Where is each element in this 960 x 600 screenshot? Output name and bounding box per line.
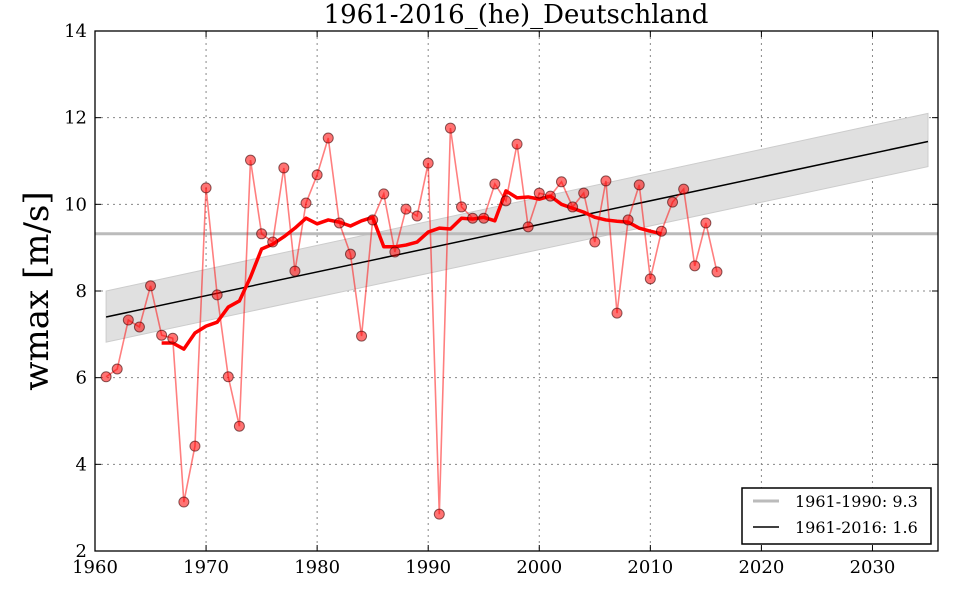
y-tick-label: 4 <box>76 454 87 475</box>
data-point <box>333 217 345 229</box>
data-point <box>311 169 323 181</box>
data-point <box>533 187 545 199</box>
data-point <box>555 176 567 188</box>
data-point <box>644 273 656 285</box>
data-point <box>511 138 523 150</box>
data-point <box>700 217 712 229</box>
data-point <box>589 236 601 248</box>
trend-confidence-band <box>105 112 929 343</box>
legend-label-trend: 1961-2016: 1.6 <box>795 518 918 537</box>
data-point <box>145 280 157 292</box>
y-tick-label: 2 <box>76 541 87 562</box>
x-tick-label: 2030 <box>850 557 896 578</box>
data-point <box>600 175 612 187</box>
data-point <box>111 363 123 375</box>
data-point <box>711 266 723 278</box>
data-point <box>633 179 645 191</box>
x-tick-label: 1960 <box>72 557 118 578</box>
data-point <box>500 195 512 207</box>
data-point <box>211 289 223 301</box>
data-point <box>433 508 445 520</box>
data-point <box>544 190 556 202</box>
data-point <box>189 440 201 452</box>
y-tick-label: 10 <box>64 194 87 215</box>
data-point <box>133 321 145 333</box>
x-tick-label: 2000 <box>516 557 562 578</box>
data-point <box>278 162 290 174</box>
legend-label-mean: 1961-1990: 9.3 <box>795 492 918 511</box>
data-point <box>478 212 490 224</box>
data-point <box>578 187 590 199</box>
x-tick-label: 2010 <box>627 557 673 578</box>
data-point <box>367 214 379 226</box>
x-tick-label: 1990 <box>405 557 451 578</box>
data-point <box>256 228 268 240</box>
data-point <box>567 201 579 213</box>
y-axis-label: wmax [m/s] <box>17 191 57 390</box>
moving-average-line <box>161 189 662 351</box>
y-tick-label: 12 <box>64 108 87 129</box>
x-tick-label: 1970 <box>183 557 229 578</box>
data-point <box>233 420 245 432</box>
data-point <box>200 182 212 194</box>
data-point <box>622 214 634 226</box>
data-point <box>467 212 479 224</box>
data-point <box>267 236 279 248</box>
data-point <box>378 188 390 200</box>
data-point <box>100 371 112 383</box>
data-point <box>489 178 501 190</box>
data-point <box>689 260 701 272</box>
data-point <box>678 183 690 195</box>
data-point <box>322 132 334 144</box>
data-point <box>156 329 168 341</box>
data-point <box>178 496 190 508</box>
data-point <box>300 197 312 209</box>
data-point <box>611 307 623 319</box>
grid <box>95 31 938 551</box>
data-point <box>289 265 301 277</box>
confidence-band <box>105 112 929 343</box>
data-point <box>356 330 368 342</box>
data-point <box>422 157 434 169</box>
chart-title: 1961-2016_(he)_Deutschland <box>324 0 709 30</box>
legend: 1961-1990: 9.3 1961-2016: 1.6 <box>741 487 932 545</box>
y-tick-label: 8 <box>76 281 87 302</box>
data-point <box>411 210 423 222</box>
axis-ticks: 1960 1970 1980 1990 2000 2010 2020 2030 2 4 6 8 10 12… <box>64 21 938 578</box>
data-point <box>344 248 356 260</box>
y-tick-label: 14 <box>64 21 87 42</box>
x-tick-label: 2020 <box>738 557 784 578</box>
data-point <box>522 221 534 233</box>
trend-line <box>105 140 929 318</box>
data-point <box>244 154 256 166</box>
data-points <box>100 122 723 520</box>
data-point <box>667 196 679 208</box>
series-lines <box>95 127 938 515</box>
data-point <box>389 246 401 258</box>
data-point <box>444 122 456 134</box>
y-tick-label: 6 <box>76 368 87 389</box>
data-point <box>167 332 179 344</box>
data-point <box>655 225 667 237</box>
x-tick-label: 1980 <box>294 557 340 578</box>
data-point <box>222 371 234 383</box>
data-point <box>400 203 412 215</box>
legend-box <box>741 487 932 545</box>
annual-series-line <box>105 127 718 515</box>
data-point <box>122 314 134 326</box>
data-point <box>456 201 468 213</box>
